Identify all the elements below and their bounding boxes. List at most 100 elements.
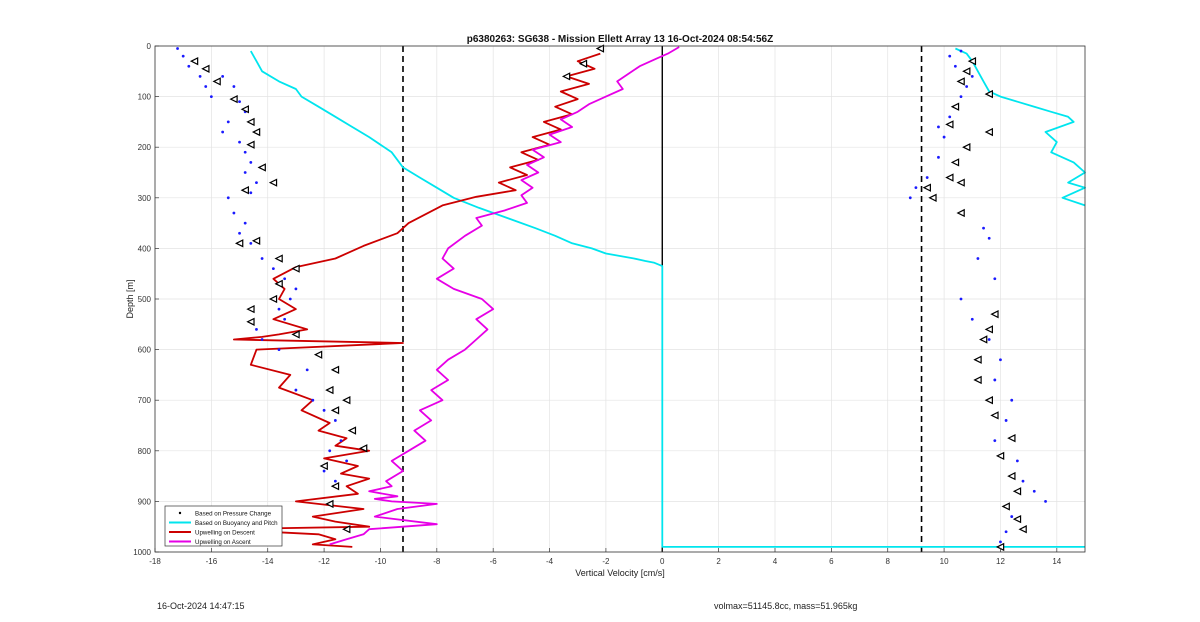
- series-point: [1044, 500, 1047, 503]
- series-point: [959, 297, 963, 301]
- triangle-marker: [990, 310, 999, 319]
- triangle-marker: [330, 482, 340, 491]
- series-point: [277, 348, 281, 351]
- triangle-marker: [984, 325, 993, 334]
- triangle-marker: [257, 163, 266, 172]
- series-point: [305, 368, 309, 372]
- markers-layer: [189, 44, 1027, 552]
- series-point: [948, 115, 952, 119]
- series-point: [965, 85, 969, 88]
- triangle-marker: [313, 350, 323, 359]
- footer-timestamp: 16-Oct-2024 14:47:15: [157, 601, 245, 611]
- triangle-marker: [595, 44, 605, 53]
- series-point: [1004, 530, 1008, 534]
- x-tick-label: 10: [940, 557, 949, 566]
- series-point: [226, 120, 230, 124]
- series-point: [288, 297, 292, 301]
- triangle-marker: [1001, 502, 1010, 511]
- series-point: [221, 74, 225, 78]
- series-point: [937, 155, 940, 159]
- triangle-marker: [201, 64, 210, 73]
- chart-title: p6380263: SG638 - Mission Ellett Array 1…: [467, 34, 773, 45]
- series-point: [1015, 459, 1019, 463]
- triangle-marker: [274, 279, 283, 288]
- series-point: [260, 338, 264, 341]
- series-line: [955, 47, 1086, 207]
- triangle-marker: [291, 264, 300, 273]
- series-point: [993, 277, 997, 281]
- triangle-marker: [995, 451, 1005, 461]
- y-tick-label: 800: [138, 447, 152, 456]
- triangle-marker: [956, 77, 965, 86]
- triangle-marker: [246, 140, 255, 149]
- triangle-marker: [578, 59, 588, 68]
- series-point: [987, 236, 991, 240]
- x-tick-label: -18: [149, 557, 161, 566]
- series-point: [976, 257, 980, 260]
- series-line: [216, 52, 601, 548]
- series-point: [1010, 398, 1014, 402]
- x-tick-label: -8: [433, 557, 441, 566]
- series-point: [953, 64, 957, 68]
- series-point: [322, 408, 326, 412]
- series-point: [959, 95, 963, 98]
- series-point: [226, 196, 230, 200]
- triangle-marker: [342, 396, 351, 405]
- y-tick-label: 0: [147, 42, 152, 51]
- series-point: [243, 171, 247, 174]
- series-point: [999, 358, 1002, 362]
- triangle-marker: [189, 57, 199, 66]
- series-point: [925, 176, 929, 179]
- series-point: [942, 135, 946, 139]
- triangle-marker: [240, 105, 249, 114]
- series-point: [232, 211, 236, 215]
- series-point: [970, 317, 974, 321]
- x-tick-label: 2: [716, 557, 721, 566]
- series-point: [238, 140, 241, 144]
- x-tick-label: 0: [660, 557, 665, 566]
- series-layer: [176, 46, 1086, 548]
- triangle-marker: [962, 143, 971, 152]
- series-point: [294, 388, 298, 392]
- series-point: [187, 64, 191, 68]
- series-point: [271, 267, 275, 271]
- y-tick-label: 900: [138, 497, 152, 506]
- series-point: [238, 100, 241, 104]
- series-point: [999, 540, 1002, 544]
- x-tick-label: -10: [375, 557, 387, 566]
- triangle-marker: [359, 444, 368, 453]
- x-tick-label: -16: [206, 557, 218, 566]
- series-point: [311, 398, 315, 402]
- triangle-marker: [990, 411, 999, 420]
- series-point: [243, 221, 247, 225]
- legend-box: [164, 505, 283, 547]
- triangle-marker: [274, 254, 283, 263]
- triangle-marker: [246, 317, 255, 326]
- triangle-marker: [922, 183, 931, 192]
- triangle-marker: [330, 365, 340, 375]
- triangle-marker: [1012, 514, 1022, 524]
- series-point: [345, 459, 349, 463]
- triangle-marker: [984, 396, 993, 405]
- y-tick-label: 300: [138, 194, 152, 203]
- x-tick-label: -4: [546, 557, 554, 566]
- series-point: [209, 95, 213, 98]
- y-ticks: 0 100 200 300 400 500 600 700 800 900 1000: [133, 42, 159, 557]
- triangle-marker: [973, 375, 982, 385]
- legend-label: Based on Pressure Change: [195, 511, 272, 518]
- series-point: [181, 54, 185, 58]
- y-tick-label: 400: [138, 244, 152, 253]
- x-tick-label: -12: [318, 557, 330, 566]
- series-point: [948, 54, 952, 58]
- triangle-marker: [1007, 433, 1016, 443]
- y-tick-label: 100: [138, 93, 152, 102]
- x-tick-label: 8: [886, 557, 891, 566]
- legend-label: Upwelling on Descent: [195, 530, 255, 537]
- triangle-marker: [235, 239, 244, 248]
- triangle-marker: [325, 499, 334, 509]
- y-axis-label: Depth [m]: [125, 279, 135, 318]
- triangle-marker: [956, 208, 965, 218]
- triangle-marker: [325, 385, 334, 395]
- triangle-marker: [945, 173, 954, 182]
